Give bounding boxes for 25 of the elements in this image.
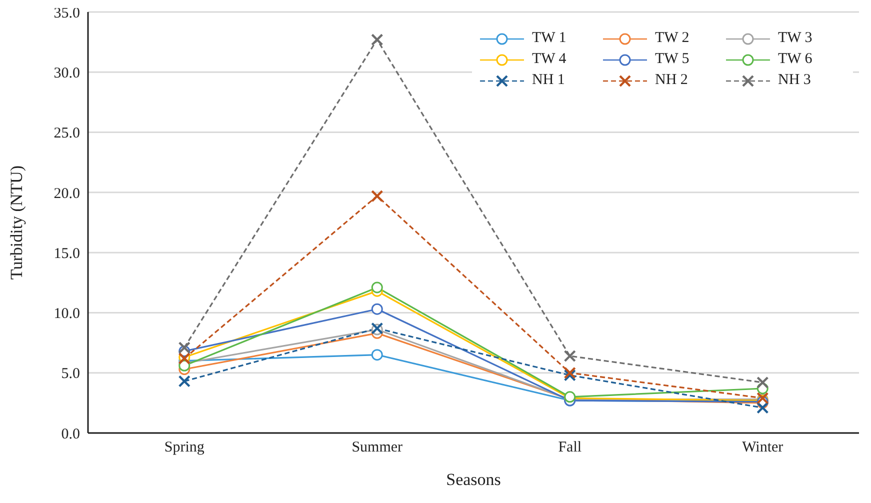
legend-label: TW 2 <box>655 30 690 47</box>
point <box>371 349 383 361</box>
y-tick-label: 25.0 <box>54 126 80 142</box>
point <box>371 303 383 315</box>
x-tick-label: Summer <box>352 440 403 456</box>
legend-label: TW 1 <box>532 30 566 47</box>
x-tick-label: Spring <box>164 440 205 456</box>
x-tick-label: Winter <box>742 440 784 456</box>
y-tick-label: 0.0 <box>61 426 80 442</box>
legend-label: TW 5 <box>655 51 690 68</box>
y-tick-label: 10.0 <box>54 306 80 322</box>
y-tick-label: 20.0 <box>54 186 80 202</box>
legend-label: TW 3 <box>778 30 812 47</box>
y-tick-label: 15.0 <box>54 246 80 262</box>
y-axis-title: Turbidity (NTU) <box>7 165 26 280</box>
x-axis-title: Seasons <box>446 470 501 490</box>
legend-label: NH 1 <box>532 72 565 89</box>
legend-label: NH 2 <box>655 72 688 89</box>
legend-label: TW 6 <box>778 51 812 68</box>
point <box>371 282 383 294</box>
y-tick-label: 5.0 <box>61 366 80 382</box>
x-tick-label: Fall <box>558 440 582 456</box>
legend-label: NH 3 <box>778 72 811 89</box>
y-tick-label: 30.0 <box>54 65 80 82</box>
legend-label: TW 4 <box>532 51 566 68</box>
